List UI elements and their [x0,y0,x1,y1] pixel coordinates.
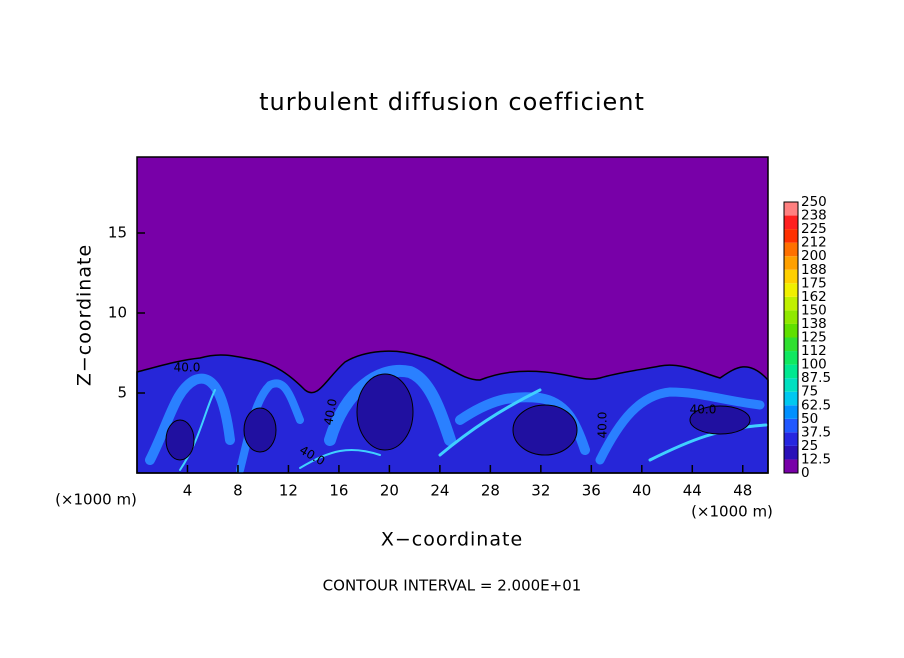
colorbar-band [784,310,798,324]
colorbar-band [784,364,798,379]
colorbar-band [784,337,798,352]
colorbar-label: 200 [801,248,827,264]
colorbar-label: 188 [801,262,827,278]
footnote: CONTOUR INTERVAL = 2.000E+01 [323,577,582,595]
colorbar-band [784,445,798,460]
plot-frame [136,156,769,474]
colorbar-band [784,202,798,216]
x-tick-label: 40 [632,482,651,500]
colorbar-label: 162 [801,289,827,305]
x-tick-label: 36 [582,482,601,500]
colorbar-label: 12.5 [801,451,831,467]
x-unit-label: (×1000 m) [691,503,773,521]
colorbar-label: 75 [801,384,818,400]
colorbar-frame [783,201,799,474]
colorbar-label: 238 [801,208,827,224]
colorbar-label: 112 [801,343,827,359]
colorbar-band [784,432,798,446]
colorbar-label: 225 [801,221,827,237]
colorbar-band [784,256,798,270]
colorbar-label: 100 [801,357,827,373]
colorbar-band [784,391,798,406]
colorbar-label: 175 [801,275,827,291]
colorbar-label: 37.5 [801,424,831,440]
x-tick-label: 12 [279,482,298,500]
colorbar-band [784,269,798,284]
colorbar-band [784,283,798,297]
contour-label: 40.0 [321,398,339,427]
field [136,157,769,474]
colorbar-band [784,378,798,392]
x-tick-label: 48 [733,482,752,500]
y-axis-label: Z−coordinate [74,244,96,386]
colorbar-label: 50 [801,411,818,427]
colorbar-label: 87.5 [801,370,831,386]
x-tick-label: 20 [380,482,399,500]
colorbar-label: 138 [801,316,827,332]
colorbar-label: 0 [801,465,810,481]
x-tick-label: 44 [683,482,702,500]
colorbar-label: 25 [801,438,818,454]
colorbar-band [784,459,798,473]
colorbar-band [784,296,798,311]
contour-label: 40.0 [174,361,201,375]
y-tick-label: 5 [117,384,127,402]
x-tick-label: 32 [531,482,550,500]
y-tick-label: 10 [108,304,127,322]
colorbar-band [784,418,798,433]
colorbar-label: 125 [801,330,827,346]
x-tick-label: 28 [481,482,500,500]
contour-label: 40.0 [596,412,610,439]
x-tick-label: 24 [430,482,449,500]
colorbar-label: 150 [801,302,827,318]
colorbar-band [784,229,798,243]
field-streaks [145,364,768,474]
x-axis-label: X−coordinate [381,529,523,551]
x-tick-label: 16 [329,482,348,500]
colorbar-band [784,242,798,257]
contour-label: 40.0 [690,403,717,417]
chart-title: turbulent diffusion coefficient [259,88,645,116]
x-tick-label: 4 [183,482,193,500]
colorbar-label: 62.5 [801,397,831,413]
colorbar-band [784,351,798,365]
colorbar-band [784,215,798,230]
colorbar-band [784,405,798,419]
colorbar-label: 212 [801,235,827,251]
x-unit-label: (×1000 m) [55,491,137,509]
field-cores [165,373,751,461]
y-tick-label: 15 [108,224,127,242]
colorbar-band [784,323,798,338]
colorbar-label: 250 [801,194,827,210]
x-tick-label: 8 [233,482,243,500]
